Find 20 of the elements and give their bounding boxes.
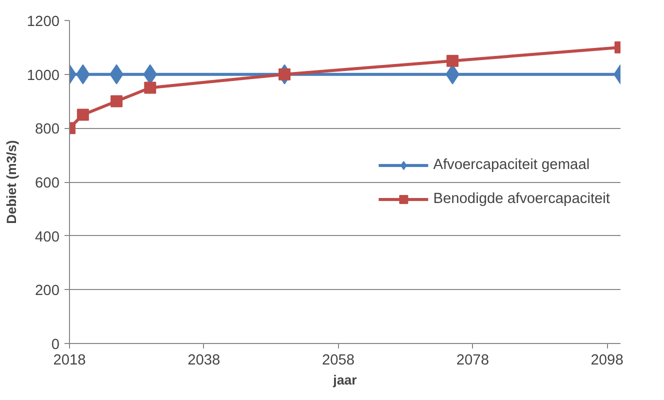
- point: [278, 68, 291, 80]
- y-tick-label: 400: [35, 229, 60, 246]
- point: [110, 95, 123, 108]
- legend-label: Afvoercapaciteit gemaal: [433, 156, 590, 172]
- legend-label: Benodigde afvoercapaciteit: [433, 190, 610, 206]
- y-tick-label: 0: [51, 337, 60, 353]
- x-tick-label: 2018: [53, 352, 86, 368]
- x-tick-label: 2038: [188, 352, 220, 368]
- y-tick-label: 200: [35, 283, 60, 300]
- y-tick-label: 1000: [26, 68, 60, 84]
- y-tick-label: 600: [35, 176, 60, 192]
- point: [144, 82, 156, 94]
- point: [76, 108, 89, 121]
- y-tick-label: 1200: [26, 14, 60, 30]
- x-tick-label: 2098: [590, 352, 624, 368]
- x-axis-title: jaar: [332, 372, 357, 388]
- x-tick-label: 2078: [456, 352, 489, 368]
- y-tick-label: 800: [35, 122, 60, 138]
- x-tick-label: 2058: [322, 352, 355, 368]
- y-axis-title: Debiet (m3/s): [4, 140, 19, 224]
